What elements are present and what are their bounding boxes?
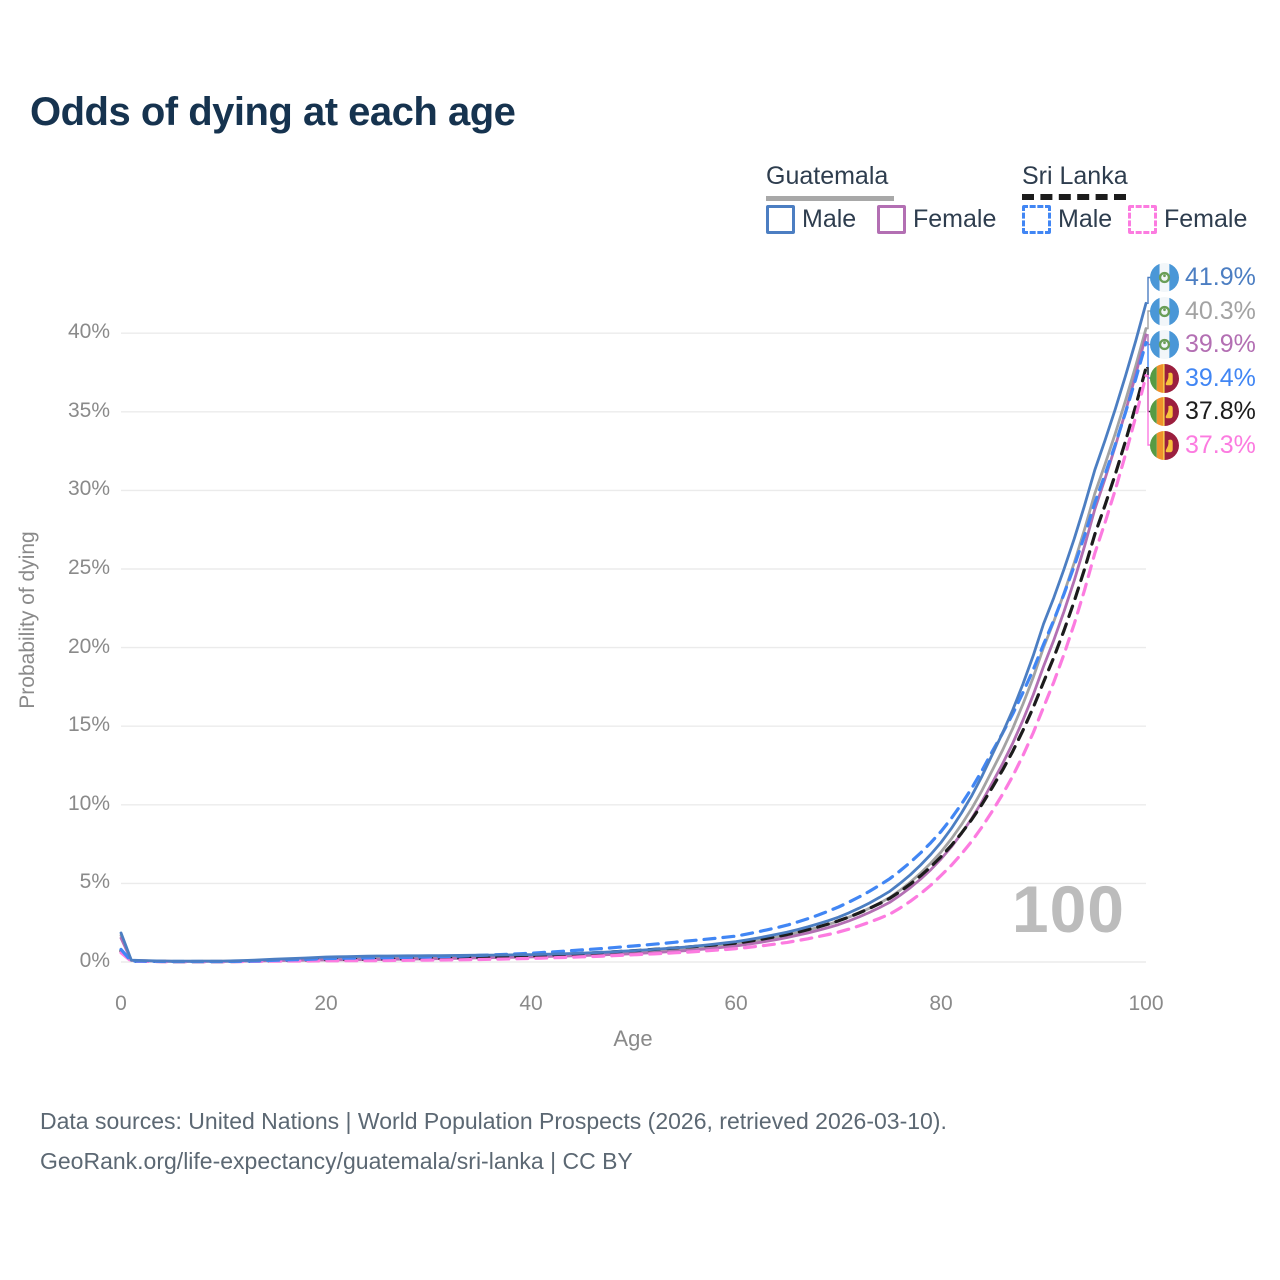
y-tick-label: 5%	[79, 870, 110, 894]
y-tick-label: 10%	[67, 791, 110, 815]
data-sources-note: Data sources: United Nations | World Pop…	[40, 1108, 947, 1134]
guatemala-male-swatch-icon	[766, 205, 795, 234]
guatemala-female-swatch-icon	[877, 205, 906, 234]
x-axis-title: Age	[613, 1026, 653, 1051]
legend-item-sri-lanka-female[interactable]: Female	[1128, 205, 1247, 234]
y-tick-label: 0%	[79, 949, 110, 972]
x-tick-label: 20	[314, 992, 338, 1015]
series-line-guatemala[interactable]	[119, 327, 1148, 963]
x-tick-label: 0	[115, 992, 127, 1015]
sri-lanka-flag-icon	[1150, 363, 1179, 393]
end-label-guatemala-male[interactable]: 41.9%	[1150, 263, 1256, 292]
guatemala-flag-icon	[1150, 296, 1179, 326]
y-tick-label: 15%	[67, 713, 110, 737]
legend-item-sri-lanka-male[interactable]: Male	[1022, 205, 1112, 234]
end-label-value: 39.4%	[1185, 363, 1256, 392]
legend-item-label: Male	[802, 205, 857, 233]
y-tick-label: 35%	[67, 398, 110, 422]
guatemala-flag-icon	[1150, 263, 1179, 292]
legend-item-label: Female	[913, 205, 997, 233]
end-label-sri-lanka-male[interactable]: 39.4%	[1150, 363, 1256, 393]
attribution-note: GeoRank.org/life-expectancy/guatemala/sr…	[40, 1148, 633, 1174]
legend-item-label: Male	[1058, 205, 1113, 233]
age-counter-watermark: 100	[1011, 872, 1125, 946]
x-tick-label: 60	[724, 992, 748, 1015]
sri-lanka-flag-icon	[1150, 397, 1179, 426]
series-line-sri-lanka-male[interactable]	[119, 341, 1148, 964]
page-title: Odds of dying at each age	[30, 90, 516, 134]
end-label-value: 41.9%	[1185, 263, 1256, 291]
y-tick-label: 20%	[67, 634, 110, 658]
end-label-sri-lanka-female[interactable]: 37.3%	[1150, 430, 1256, 460]
guatemala-line-swatch	[766, 196, 894, 201]
x-tick-label: 80	[929, 992, 953, 1015]
end-label-value: 37.3%	[1185, 430, 1256, 459]
y-tick-label: 30%	[67, 477, 110, 501]
end-label-value: 40.3%	[1185, 296, 1256, 325]
sri-lanka-female-swatch-icon	[1128, 205, 1157, 234]
guatemala-flag-icon	[1150, 330, 1179, 359]
sri-lanka-flag-icon	[1150, 430, 1179, 460]
y-tick-label: 25%	[67, 556, 110, 579]
end-label-value: 39.9%	[1185, 330, 1256, 358]
x-tick-label: 100	[1128, 992, 1164, 1015]
x-tick-label: 40	[519, 992, 543, 1015]
legend-group-guatemala[interactable]: Guatemala	[766, 162, 889, 190]
legend-group-sri-lanka[interactable]: Sri Lanka	[1022, 162, 1128, 190]
gridlines	[121, 332, 1146, 963]
end-label-guatemala-female[interactable]: 39.9%	[1150, 330, 1256, 359]
end-label-sri-lanka[interactable]: 37.8%	[1150, 397, 1256, 426]
legend-item-guatemala-female[interactable]: Female	[877, 205, 996, 234]
end-label-value: 37.8%	[1185, 397, 1256, 425]
series-line-sri-lanka[interactable]	[119, 366, 1148, 964]
sri-lanka-line-swatch	[1022, 194, 1126, 200]
legend-item-guatemala-male[interactable]: Male	[766, 205, 856, 234]
legend-item-label: Female	[1164, 205, 1248, 233]
series-line-guatemala-male[interactable]	[119, 301, 1148, 963]
series-line-sri-lanka-female[interactable]	[119, 374, 1148, 964]
series-lines	[119, 301, 1148, 964]
y-tick-label: 40%	[67, 320, 110, 344]
sri-lanka-male-swatch-icon	[1022, 205, 1051, 234]
end-label-guatemala[interactable]: 40.3%	[1150, 296, 1256, 326]
